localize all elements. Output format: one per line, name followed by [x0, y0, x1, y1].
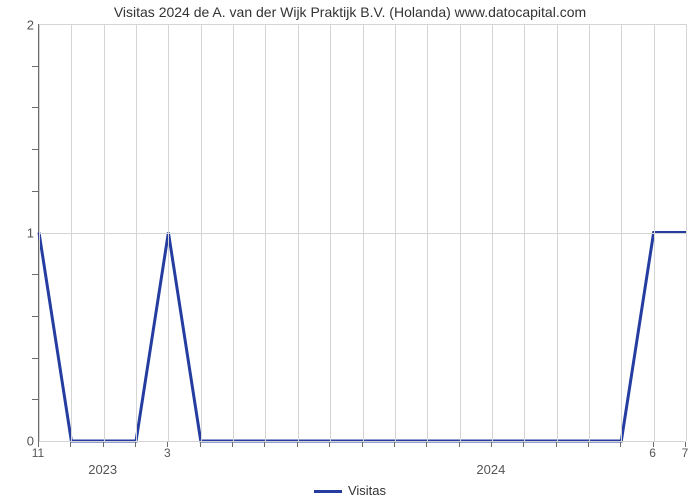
x-minor-tick — [103, 442, 104, 447]
x-minor-tick — [329, 442, 330, 447]
x-minor-tick — [135, 442, 136, 447]
gridline-h — [39, 24, 686, 25]
gridline-h — [39, 233, 686, 234]
x-minor-tick — [491, 442, 492, 447]
gridline-h — [39, 441, 686, 442]
x-tick-label: 7 — [682, 446, 689, 460]
x-tick-label: 3 — [164, 446, 171, 460]
x-minor-tick — [362, 442, 363, 447]
x-tick-label: 11 — [32, 446, 44, 460]
y-minor-tick — [32, 191, 38, 192]
x-minor-tick — [297, 442, 298, 447]
y-minor-tick — [32, 399, 38, 400]
y-minor-tick — [32, 358, 38, 359]
y-minor-tick — [32, 107, 38, 108]
x-minor-tick — [620, 442, 621, 447]
legend-swatch — [314, 490, 342, 493]
y-tick-2: 2 — [4, 18, 34, 33]
x-tick-label: 6 — [649, 446, 656, 460]
plot-area — [38, 24, 686, 442]
y-tick-0: 0 — [4, 434, 34, 449]
x-minor-tick — [523, 442, 524, 447]
x-minor-tick — [394, 442, 395, 447]
x-minor-tick — [426, 442, 427, 447]
x-minor-tick — [556, 442, 557, 447]
y-minor-tick — [32, 66, 38, 67]
x-minor-tick — [200, 442, 201, 447]
x-minor-tick — [232, 442, 233, 447]
x-minor-tick — [264, 442, 265, 447]
x-minor-tick — [70, 442, 71, 447]
chart-title: Visitas 2024 de A. van der Wijk Praktijk… — [0, 4, 700, 20]
legend: Visitas — [0, 483, 700, 498]
year-label: 2024 — [476, 462, 505, 477]
y-minor-tick — [32, 149, 38, 150]
chart-container: Visitas 2024 de A. van der Wijk Praktijk… — [0, 0, 700, 500]
x-minor-tick — [588, 442, 589, 447]
y-tick-1: 1 — [4, 226, 34, 241]
legend-label: Visitas — [348, 483, 386, 498]
x-minor-tick — [459, 442, 460, 447]
y-minor-tick — [32, 316, 38, 317]
y-minor-tick — [32, 274, 38, 275]
gridline-v — [686, 24, 687, 441]
year-label: 2023 — [88, 462, 117, 477]
